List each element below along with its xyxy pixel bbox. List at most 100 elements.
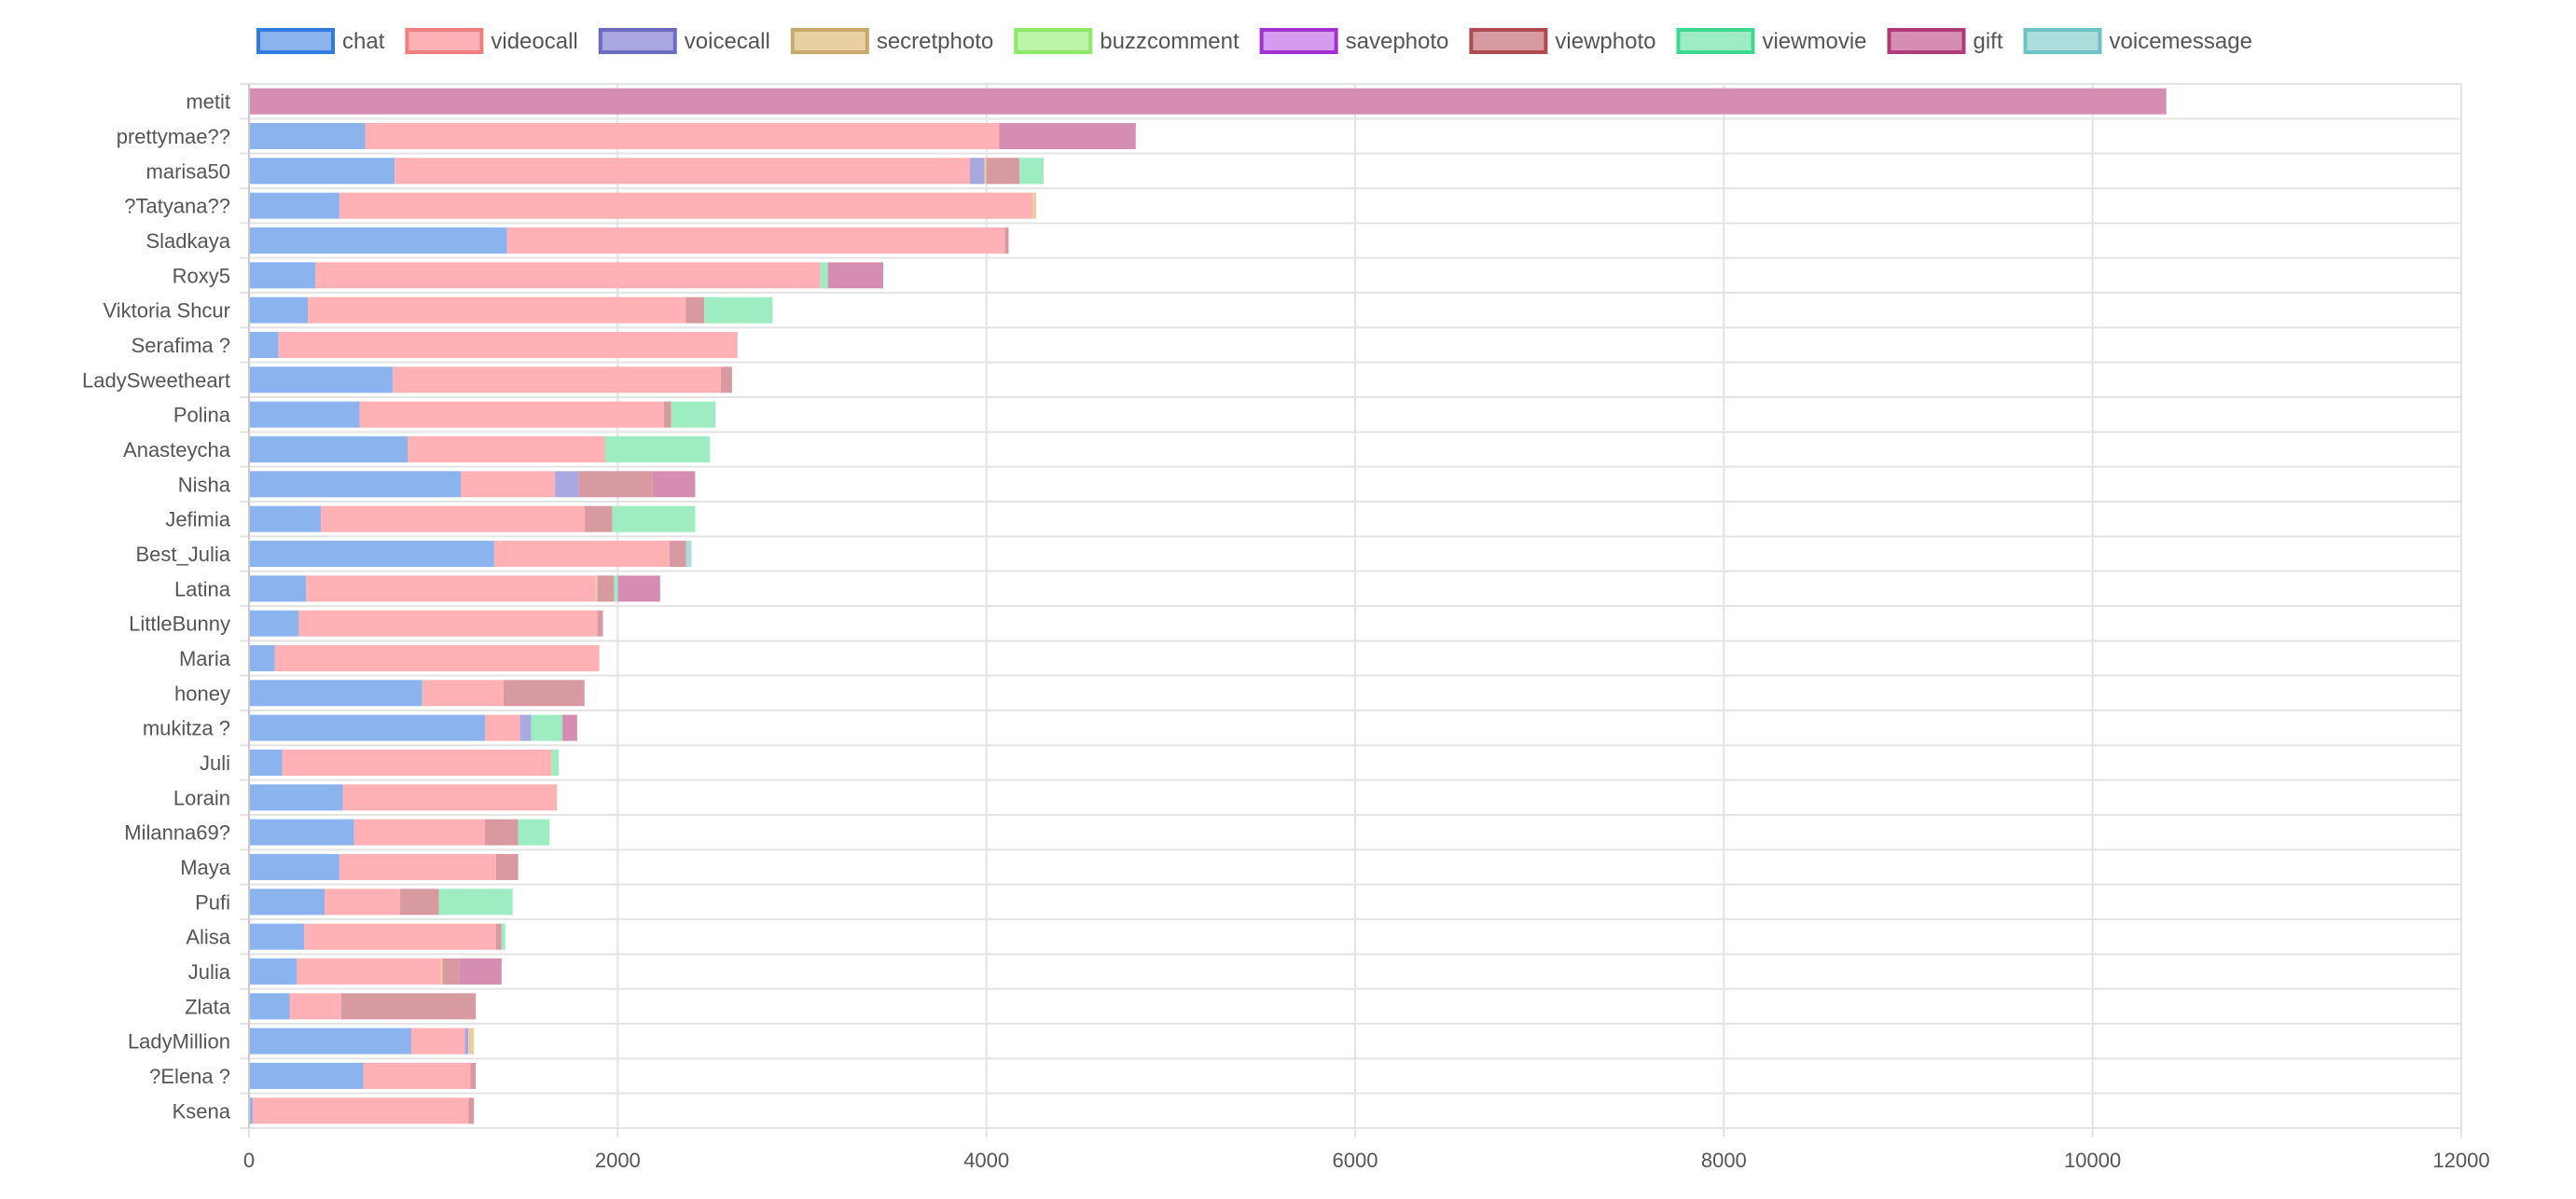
legend-item-voicemessage[interactable]: voicemessage xyxy=(2023,28,2252,54)
bar-segment-chat xyxy=(249,750,283,776)
legend-item-videocall[interactable]: videocall xyxy=(405,28,578,54)
bar-segment-videocall xyxy=(306,575,596,602)
legend-item-viewmovie[interactable]: viewmovie xyxy=(1676,28,1867,54)
bar-segment-videocall xyxy=(493,541,670,567)
legend-label: buzzcomment xyxy=(1100,29,1240,54)
legend-item-buzzcomment[interactable]: buzzcomment xyxy=(1014,28,1240,54)
bar-segment-viewphoto xyxy=(578,471,653,498)
y-tick-label: Polina xyxy=(173,404,231,427)
bar-segment-videocall xyxy=(353,819,486,846)
bar-segment-videocall xyxy=(325,889,401,916)
legend-swatch xyxy=(1014,28,1093,54)
bar-segment-videocall xyxy=(342,784,558,811)
bar-segment-viewmovie xyxy=(704,296,773,324)
bar-segment-chat xyxy=(249,227,507,254)
bar-segment-chat xyxy=(249,471,462,498)
bar-segment-chat xyxy=(249,262,316,289)
legend-swatch xyxy=(256,28,335,54)
x-tick-label: 10000 xyxy=(2064,1149,2121,1172)
bar-segment-videocall xyxy=(304,923,496,950)
bar-segment-secretphoto xyxy=(595,575,598,602)
legend-label: secretphoto xyxy=(877,29,993,54)
bar-segment-viewphoto xyxy=(485,819,519,846)
bar-segment-viewmovie xyxy=(612,505,696,532)
legend-item-chat[interactable]: chat xyxy=(256,28,385,54)
bar-segment-voicecall xyxy=(969,158,985,185)
legend-label: voicecall xyxy=(685,29,770,54)
legend-swatch xyxy=(790,28,869,54)
bar-segment-videocall xyxy=(407,436,605,462)
bar-segment-videocall xyxy=(321,505,585,532)
legend-item-voicecall[interactable]: voicecall xyxy=(598,28,770,54)
bar-segment-viewmovie xyxy=(438,889,513,916)
legend-item-secretphoto[interactable]: secretphoto xyxy=(790,28,993,54)
y-tick-label: Alisa xyxy=(186,926,230,949)
bar-segment-chat xyxy=(249,296,309,324)
y-tick-label: Maya xyxy=(180,856,231,879)
bar-segment-viewphoto xyxy=(495,923,502,950)
bar-segment-videocall xyxy=(298,610,598,637)
y-tick-label: Sladkaya xyxy=(145,229,230,253)
bar-segment-viewphoto xyxy=(442,958,460,985)
bar-segment-viewmovie xyxy=(614,575,618,602)
bar-segment-gift xyxy=(617,575,660,602)
bar-segment-viewmovie xyxy=(671,401,716,428)
x-tick-label: 6000 xyxy=(1333,1149,1378,1172)
y-tick-label: Julia xyxy=(188,960,231,984)
y-tick-label: Milanna69? xyxy=(124,821,230,845)
bar-segment-chat xyxy=(249,366,394,393)
bar-segment-videocall xyxy=(297,958,441,985)
y-tick-label: Lorain xyxy=(173,786,230,809)
bar-segment-viewphoto xyxy=(597,575,615,602)
y-tick-label: ?Tatyana?? xyxy=(124,195,230,218)
legend-swatch xyxy=(1676,28,1755,54)
bar-segment-chat xyxy=(249,854,339,880)
y-tick-label: metit xyxy=(186,90,230,114)
bar-segment-videocall xyxy=(485,714,520,741)
y-tick-label: Latina xyxy=(174,577,231,600)
chart-legend: chat videocall voicecall secretphoto buzzcom… xyxy=(256,28,2252,54)
bar-segment-gift xyxy=(652,471,696,498)
bar-segment-gift xyxy=(827,262,883,289)
bar-segment-chat xyxy=(249,993,290,1020)
x-tick-label: 0 xyxy=(243,1149,255,1172)
bar-segment-chat xyxy=(249,714,486,741)
bar-segment-gift xyxy=(459,958,502,985)
y-tick-label: Jefimia xyxy=(165,508,230,531)
y-tick-label: Zlata xyxy=(185,995,231,1018)
legend-item-savephoto[interactable]: savephoto xyxy=(1259,28,1449,54)
legend-item-gift[interactable]: gift xyxy=(1887,28,2003,54)
legend-swatch xyxy=(1469,28,1548,54)
bar-segment-videocall xyxy=(289,993,341,1020)
bar-segment-chat xyxy=(249,680,422,707)
legend-swatch xyxy=(2023,28,2102,54)
bar-segment-chat xyxy=(249,645,275,671)
bar-segment-viewmovie xyxy=(531,714,563,741)
y-tick-label: Best_Julia xyxy=(135,543,230,566)
bar-segment-voicecall xyxy=(464,1027,469,1054)
y-tick-label: honey xyxy=(174,682,230,705)
bar-segment-voicecall xyxy=(519,714,532,741)
bar-segment-chat xyxy=(249,610,299,637)
y-tick-label: Nisha xyxy=(178,473,231,496)
bar-segment-viewphoto xyxy=(503,680,585,707)
bar-segment-videocall xyxy=(410,1027,465,1054)
bar-segment-chat xyxy=(249,1027,411,1054)
legend-swatch xyxy=(598,28,677,54)
grid-lines xyxy=(240,83,2462,1137)
legend-swatch xyxy=(1887,28,1966,54)
bar-segment-viewphoto xyxy=(495,854,519,880)
bar-segment-viewmovie xyxy=(501,923,506,950)
legend-item-viewphoto[interactable]: viewphoto xyxy=(1469,28,1655,54)
bar-segment-viewphoto xyxy=(468,1097,475,1124)
bar-segment-videocall xyxy=(339,854,496,880)
bar-segment-videocall xyxy=(422,680,504,707)
bar-segment-viewmovie xyxy=(820,262,828,289)
bar-segment-videocall xyxy=(359,401,664,428)
bar-segment-voicecall xyxy=(555,471,579,498)
legend-swatch xyxy=(405,28,484,54)
bar-segment-viewphoto xyxy=(400,889,439,916)
bar-segment-videocall xyxy=(393,366,722,393)
